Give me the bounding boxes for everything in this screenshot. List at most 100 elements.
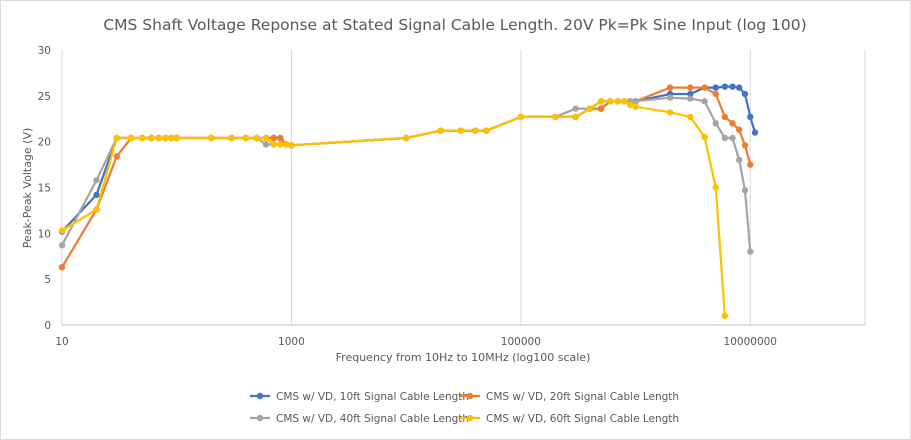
data-point (270, 141, 277, 148)
data-point (741, 142, 749, 149)
data-point (721, 83, 729, 90)
data-point (262, 141, 270, 148)
data-point (58, 264, 66, 271)
data-point (173, 134, 180, 142)
legend-label-3: CMS w/ VD, 40ft Signal Cable Length (276, 413, 469, 425)
data-point (687, 113, 694, 121)
data-point (277, 134, 284, 142)
data-point (472, 127, 479, 134)
y-axis-title: Peak-Peak Voltage (V) (21, 128, 34, 249)
data-point (614, 98, 622, 105)
legend-marker-1 (256, 392, 264, 400)
data-point (162, 134, 169, 142)
data-point (58, 242, 66, 249)
legend-label-2: CMS w/ VD, 20ft Signal Cable Length (486, 391, 679, 403)
series-line-4 (61, 100, 726, 316)
data-point (93, 176, 100, 184)
data-point (138, 134, 146, 142)
chart-title: CMS Shaft Voltage Reponse at Stated Sign… (103, 16, 806, 34)
x-tick-label: 1000 (278, 336, 305, 348)
data-point (253, 134, 261, 142)
data-point (687, 90, 694, 98)
data-point (666, 84, 674, 91)
data-point (747, 248, 754, 255)
grid (61, 50, 866, 326)
data-point (632, 98, 639, 105)
data-point (242, 134, 249, 142)
data-point (113, 134, 120, 142)
y-tick-label: 0 (44, 320, 51, 332)
data-point (552, 113, 559, 121)
data-point (517, 113, 525, 121)
data-point (747, 113, 754, 121)
y-tick-label: 30 (38, 45, 51, 57)
data-point (729, 120, 736, 127)
data-point (632, 103, 639, 111)
data-point (457, 127, 465, 134)
data-point (228, 134, 235, 142)
data-point (93, 206, 100, 213)
data-point (729, 83, 736, 90)
data-point (735, 126, 743, 133)
y-tick-label: 15 (38, 183, 51, 195)
data-point (712, 184, 719, 191)
series-line-2 (61, 86, 752, 268)
data-point (701, 84, 708, 91)
y-tick-label: 25 (38, 91, 51, 103)
data-point (741, 187, 749, 194)
data-point (262, 134, 270, 142)
data-point (721, 134, 729, 142)
legend-marker-4 (466, 414, 474, 422)
legend-marker-2 (466, 392, 474, 400)
y-tick-label: 20 (38, 137, 51, 149)
data-point (621, 98, 628, 105)
legend: CMS w/ VD, 10ft Signal Cable Length CMS w… (250, 391, 679, 425)
data-point (93, 191, 100, 199)
data-point (270, 134, 277, 142)
data-point (712, 120, 719, 127)
data-point (402, 134, 410, 142)
data-point (113, 153, 120, 160)
data-point (721, 312, 729, 320)
series-line-3 (61, 96, 752, 252)
data-point (712, 84, 719, 91)
data-point (282, 141, 290, 148)
data-point (208, 134, 215, 142)
data-point (277, 141, 284, 148)
data-point (712, 90, 719, 98)
data-point (687, 84, 694, 91)
data-point (627, 101, 634, 109)
data-point (687, 95, 694, 102)
data-point (735, 156, 743, 164)
data-point (572, 113, 579, 121)
data-point (741, 90, 749, 98)
data-point (58, 227, 66, 234)
x-axis-title: Frequency from 10Hz to 10MHz (log100 sca… (336, 351, 591, 364)
legend-marker-3 (256, 414, 264, 422)
x-tick-label: 10000000 (724, 336, 777, 348)
legend-label-4: CMS w/ VD, 60ft Signal Cable Length (486, 413, 679, 425)
data-point (148, 134, 155, 142)
data-point (586, 105, 594, 112)
data-point (572, 105, 579, 112)
data-point (721, 113, 729, 121)
x-axis-ticks: 10 1000 100000 10000000 (55, 336, 777, 348)
data-point (751, 129, 759, 136)
x-tick-label: 100000 (501, 336, 541, 348)
data-point (701, 98, 708, 105)
data-point (701, 133, 708, 141)
legend-label-1: CMS w/ VD, 10ft Signal Cable Length (276, 391, 469, 403)
data-point (155, 134, 163, 142)
data-point (666, 109, 674, 116)
y-tick-label: 5 (44, 274, 51, 286)
y-axis-ticks: 0 5 10 15 20 25 30 (38, 45, 51, 332)
data-point (735, 84, 743, 91)
data-point (597, 98, 605, 105)
data-point (606, 98, 614, 105)
data-point (288, 142, 295, 149)
data-point (597, 105, 605, 112)
data-point (747, 161, 754, 168)
x-tick-label: 10 (55, 336, 68, 348)
